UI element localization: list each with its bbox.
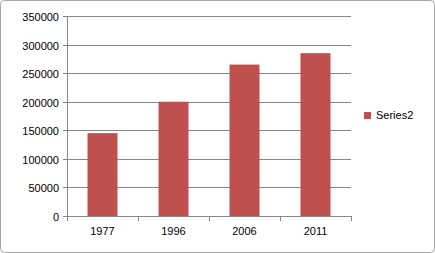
bar bbox=[230, 65, 260, 216]
x-tick bbox=[209, 216, 210, 221]
x-tick bbox=[138, 216, 139, 221]
chart-svg: 0 50000 100000 150000 200000 250000 300000 3500… bbox=[0, 0, 435, 253]
grid-line bbox=[67, 16, 351, 17]
x-tick bbox=[280, 216, 281, 221]
legend-swatch bbox=[364, 112, 371, 119]
x-tick-label: 2006 bbox=[232, 225, 256, 237]
y-tick-label: 250000 bbox=[22, 68, 59, 80]
x-tick-label: 1996 bbox=[161, 225, 185, 237]
y-tick bbox=[63, 216, 67, 217]
y-tick bbox=[63, 16, 67, 17]
bar bbox=[88, 133, 118, 216]
y-tick-label: 100000 bbox=[22, 154, 59, 166]
legend: Series2 bbox=[364, 109, 413, 121]
bar bbox=[159, 102, 189, 216]
y-tick bbox=[63, 130, 67, 131]
y-tick-label: 300000 bbox=[22, 40, 59, 52]
y-tick-label: 350000 bbox=[22, 11, 59, 23]
y-tick bbox=[63, 73, 67, 74]
grid-line bbox=[67, 45, 351, 46]
x-tick bbox=[67, 216, 68, 221]
y-axis-line bbox=[67, 16, 68, 216]
chart-container: 0 50000 100000 150000 200000 250000 300000 3500… bbox=[0, 0, 435, 253]
x-tick-label: 2011 bbox=[304, 225, 328, 237]
x-tick bbox=[351, 216, 352, 221]
y-tick bbox=[63, 187, 67, 188]
bars bbox=[88, 53, 331, 216]
y-tick bbox=[63, 159, 67, 160]
y-tick bbox=[63, 102, 67, 103]
legend-label: Series2 bbox=[376, 109, 413, 121]
y-tick-label: 50000 bbox=[28, 182, 59, 194]
chart-frame bbox=[1, 1, 435, 253]
y-tick-label: 150000 bbox=[22, 125, 59, 137]
x-tick-label: 1977 bbox=[90, 225, 114, 237]
page: {"chart_data": {"type": "bar", "categori… bbox=[0, 0, 435, 253]
y-tick-label: 0 bbox=[53, 211, 59, 223]
y-tick-label: 200000 bbox=[22, 97, 59, 109]
bar bbox=[301, 53, 331, 216]
y-tick bbox=[63, 45, 67, 46]
